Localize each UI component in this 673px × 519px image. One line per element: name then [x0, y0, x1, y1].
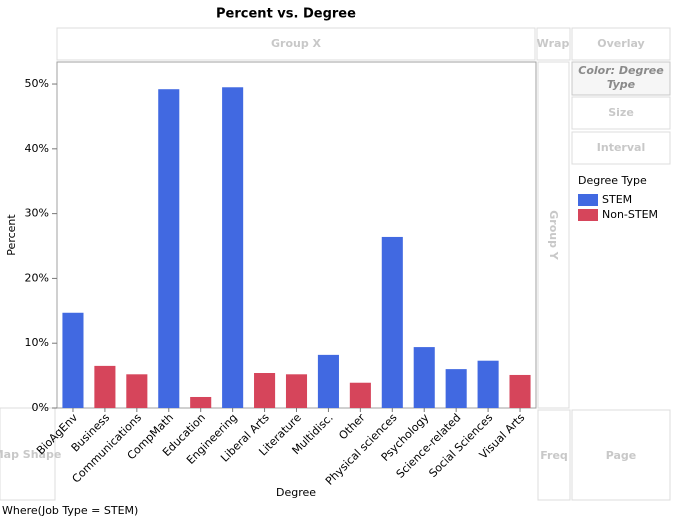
y-tick-label: 10%: [25, 336, 49, 349]
freq-zone[interactable]: [537, 409, 571, 501]
x-axis-label: Degree: [276, 486, 316, 499]
overlay-zone[interactable]: [571, 27, 671, 61]
legend-title: Degree Type: [578, 174, 647, 187]
group-y-label: Group Y: [547, 210, 560, 261]
page-label: Page: [606, 449, 637, 462]
y-tick-label: 20%: [25, 271, 49, 284]
overlay-label: Overlay: [597, 37, 644, 50]
bar: [254, 373, 276, 408]
page-zone[interactable]: [571, 409, 671, 501]
bar: [477, 360, 499, 408]
bar: [285, 374, 308, 408]
map-shape-label: Map Shape: [0, 448, 61, 461]
wrap-zone[interactable]: [536, 27, 571, 61]
size-label: Size: [608, 106, 634, 119]
freq-label: Freq: [540, 449, 568, 462]
interval-label: Interval: [597, 141, 645, 154]
bar: [190, 396, 212, 408]
bar: [158, 89, 180, 408]
bar: [94, 365, 116, 408]
color-label: Color: Degree Type: [578, 64, 664, 91]
legend-label: STEM: [602, 193, 632, 206]
y-tick-label: 30%: [25, 207, 49, 220]
bar: [317, 354, 339, 408]
size-zone[interactable]: [571, 96, 671, 130]
bar: [222, 87, 244, 409]
color-zone[interactable]: [571, 61, 671, 96]
legend-swatch: [578, 209, 598, 221]
bar: [381, 236, 403, 408]
legend-swatch: [578, 194, 598, 206]
color-label-box: Color: Degree Type: [578, 64, 664, 91]
bar: [445, 369, 467, 408]
y-tick-label: 50%: [25, 77, 49, 90]
wrap-label: Wrap: [537, 37, 570, 50]
bar: [509, 374, 531, 408]
legend-label: Non-STEM: [602, 208, 658, 221]
map-shape-zone[interactable]: [0, 407, 56, 501]
bar: [349, 382, 371, 408]
group-x-label: Group X: [271, 37, 322, 50]
plot-frame: [56, 61, 537, 409]
bar: [62, 312, 84, 408]
group-x-zone[interactable]: [56, 27, 536, 61]
footer: Where(Job Type = STEM): [2, 504, 138, 517]
interval-zone[interactable]: [571, 131, 671, 165]
y-axis-label: Percent: [5, 214, 18, 256]
chart-title: Percent vs. Degree: [216, 7, 356, 22]
y-tick-label: 40%: [25, 142, 49, 155]
y-tick-label: 0%: [32, 401, 49, 414]
bar: [413, 347, 435, 408]
bar: [126, 374, 148, 408]
group-y-zone[interactable]: [537, 61, 570, 409]
